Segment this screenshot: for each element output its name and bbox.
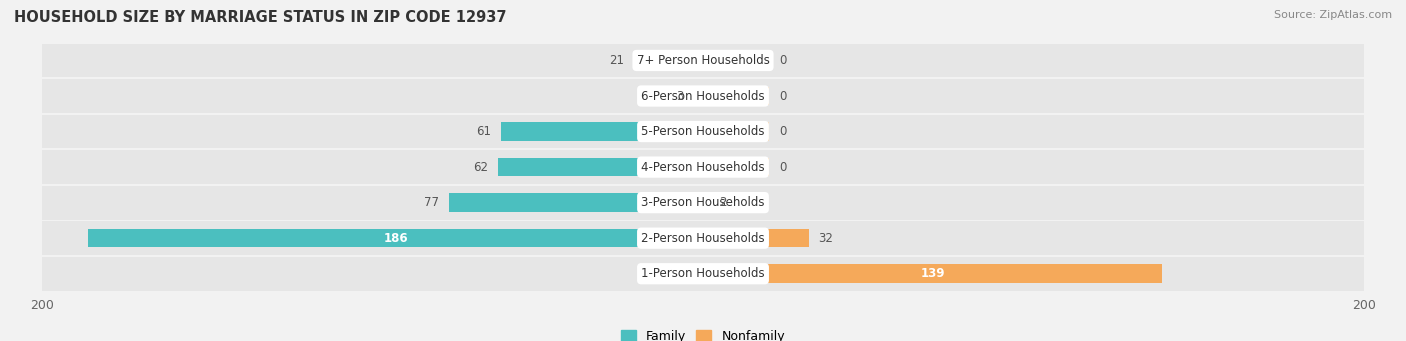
Bar bbox=[502, 122, 703, 141]
Text: 21: 21 bbox=[609, 54, 624, 67]
Bar bbox=[703, 265, 1163, 283]
Text: 32: 32 bbox=[818, 232, 834, 245]
Text: 2-Person Households: 2-Person Households bbox=[641, 232, 765, 245]
Bar bbox=[42, 150, 1364, 184]
Text: 2: 2 bbox=[720, 196, 727, 209]
Bar bbox=[703, 51, 769, 70]
Text: 0: 0 bbox=[779, 54, 786, 67]
Bar bbox=[498, 158, 703, 176]
Bar bbox=[703, 193, 710, 212]
Text: 0: 0 bbox=[779, 161, 786, 174]
Bar bbox=[703, 158, 769, 176]
Text: 3: 3 bbox=[676, 89, 683, 103]
Bar bbox=[42, 115, 1364, 148]
Text: 5-Person Households: 5-Person Households bbox=[641, 125, 765, 138]
Text: 77: 77 bbox=[423, 196, 439, 209]
Text: 3-Person Households: 3-Person Households bbox=[641, 196, 765, 209]
Text: Source: ZipAtlas.com: Source: ZipAtlas.com bbox=[1274, 10, 1392, 20]
Bar bbox=[703, 87, 769, 105]
Bar bbox=[634, 51, 703, 70]
Bar bbox=[42, 44, 1364, 77]
Bar bbox=[42, 186, 1364, 220]
Bar bbox=[42, 79, 1364, 113]
Bar bbox=[449, 193, 703, 212]
Bar bbox=[703, 229, 808, 248]
Text: 61: 61 bbox=[477, 125, 492, 138]
Text: 1-Person Households: 1-Person Households bbox=[641, 267, 765, 280]
Bar bbox=[703, 122, 769, 141]
Text: 139: 139 bbox=[921, 267, 945, 280]
Text: 0: 0 bbox=[779, 125, 786, 138]
Bar bbox=[42, 257, 1364, 291]
Text: 62: 62 bbox=[474, 161, 488, 174]
Text: HOUSEHOLD SIZE BY MARRIAGE STATUS IN ZIP CODE 12937: HOUSEHOLD SIZE BY MARRIAGE STATUS IN ZIP… bbox=[14, 10, 506, 25]
Text: 0: 0 bbox=[779, 89, 786, 103]
Bar bbox=[42, 221, 1364, 255]
Text: 6-Person Households: 6-Person Households bbox=[641, 89, 765, 103]
Bar bbox=[89, 229, 703, 248]
Bar bbox=[693, 87, 703, 105]
Text: 4-Person Households: 4-Person Households bbox=[641, 161, 765, 174]
Legend: Family, Nonfamily: Family, Nonfamily bbox=[621, 329, 785, 341]
Text: 7+ Person Households: 7+ Person Households bbox=[637, 54, 769, 67]
Text: 186: 186 bbox=[384, 232, 408, 245]
